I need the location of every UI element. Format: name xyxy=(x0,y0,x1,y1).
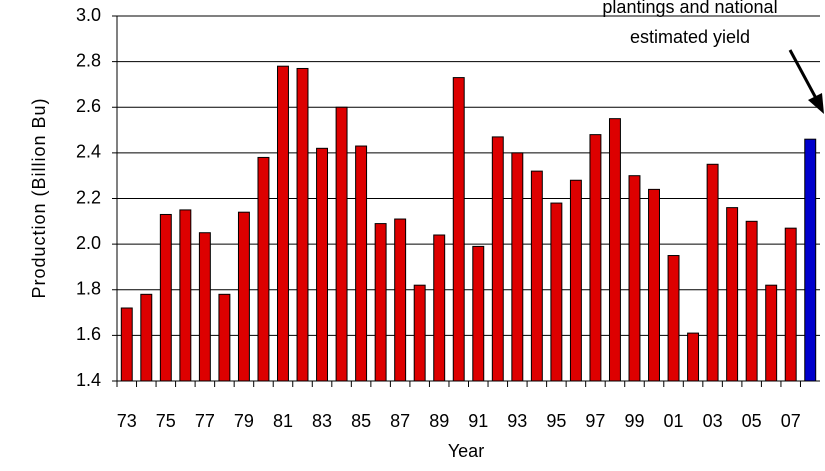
x-axis-label: Year xyxy=(448,441,484,461)
x-tick-label: 79 xyxy=(234,411,254,431)
bar xyxy=(452,77,465,382)
bar xyxy=(277,65,289,382)
y-tick-label: 1.6 xyxy=(76,324,101,344)
bar xyxy=(198,232,211,382)
x-tick-label: 03 xyxy=(703,411,723,431)
bar xyxy=(608,118,621,382)
x-tick-label: 95 xyxy=(546,411,566,431)
bar xyxy=(237,211,250,382)
bar xyxy=(648,188,660,382)
x-tick-label: 83 xyxy=(312,411,332,431)
x-tick-label: 73 xyxy=(117,411,137,431)
x-tick-label: 93 xyxy=(507,411,527,431)
x-tick-label: 81 xyxy=(273,411,293,431)
bar xyxy=(140,293,153,382)
bar xyxy=(218,293,231,382)
bar xyxy=(804,138,817,382)
bar xyxy=(257,156,270,382)
y-axis-label: Production (Billion Bu) xyxy=(29,97,49,298)
bar xyxy=(511,152,524,382)
x-tick-label: 75 xyxy=(156,411,176,431)
annotation: plantings and national xyxy=(602,0,777,17)
bar xyxy=(706,163,719,382)
bar xyxy=(765,284,778,382)
y-tick-label: 2.0 xyxy=(76,233,101,253)
bar xyxy=(491,136,504,382)
y-tick-label: 2.8 xyxy=(76,50,101,70)
bar xyxy=(745,220,758,382)
x-tick-label: 91 xyxy=(468,411,488,431)
x-tick-label: 07 xyxy=(781,411,801,431)
arrow xyxy=(788,49,820,103)
bar xyxy=(355,145,368,382)
bar xyxy=(530,170,543,382)
x-tick-label: 97 xyxy=(585,411,605,431)
x-tick-label: 05 xyxy=(742,411,762,431)
y-tick-label: 1.8 xyxy=(76,279,101,299)
bar xyxy=(374,223,387,382)
bar xyxy=(687,332,700,382)
x-tick-label: 89 xyxy=(429,411,449,431)
bar xyxy=(569,179,582,382)
bar xyxy=(296,67,309,382)
bar xyxy=(784,227,797,382)
bar xyxy=(550,202,563,382)
annotation: estimated yield xyxy=(630,27,750,47)
bar xyxy=(179,209,192,382)
y-tick-label: 2.4 xyxy=(76,142,101,162)
bar xyxy=(335,106,348,382)
x-tick-label: 87 xyxy=(390,411,410,431)
bar xyxy=(628,175,641,382)
bar xyxy=(726,207,739,382)
y-tick-label: 1.4 xyxy=(76,370,101,390)
x-tick-label: 77 xyxy=(195,411,215,431)
x-tick-label: 85 xyxy=(351,411,371,431)
bar xyxy=(159,213,172,382)
arrow-head xyxy=(808,93,824,114)
x-tick-label: 99 xyxy=(624,411,644,431)
bar xyxy=(413,284,426,382)
bar xyxy=(433,234,446,382)
y-tick-label: 2.6 xyxy=(76,96,101,116)
y-tick-label: 3.0 xyxy=(76,5,101,25)
x-tick-label: 01 xyxy=(664,411,684,431)
bar xyxy=(120,307,133,382)
bar xyxy=(316,147,329,382)
bar xyxy=(472,245,485,382)
bar xyxy=(667,255,680,382)
bar xyxy=(589,134,602,382)
y-tick-label: 2.2 xyxy=(76,187,101,207)
bar xyxy=(394,218,407,382)
